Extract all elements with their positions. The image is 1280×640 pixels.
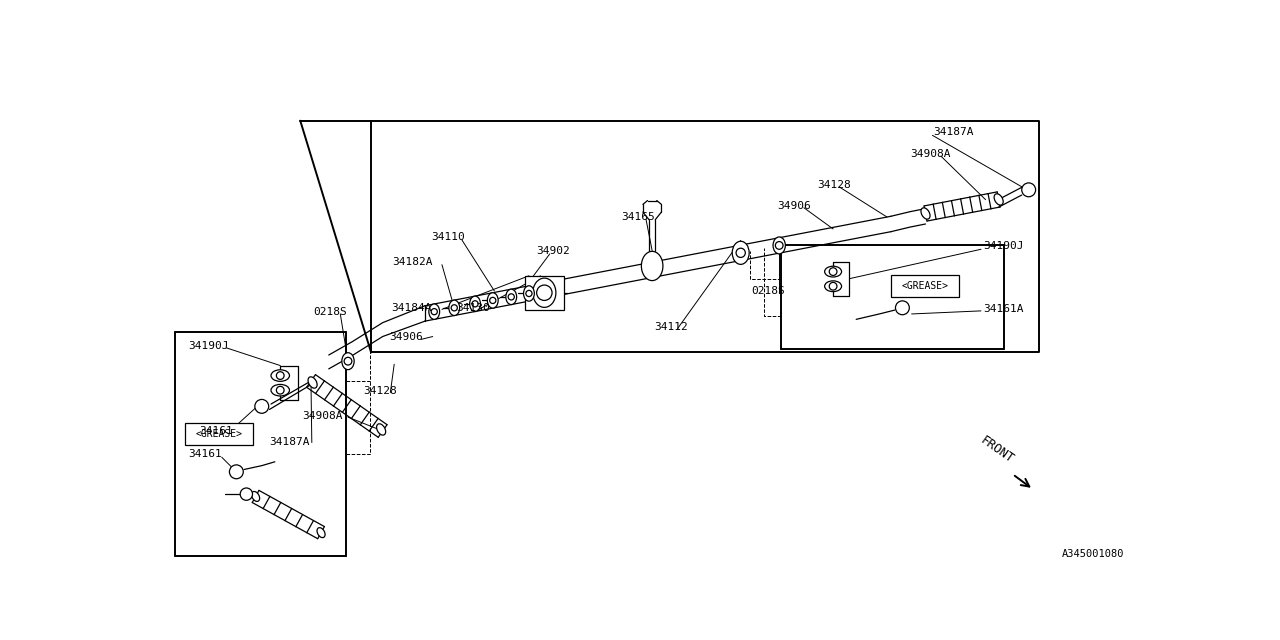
Text: 34182A: 34182A bbox=[393, 257, 433, 267]
Text: 34908A: 34908A bbox=[302, 411, 342, 420]
Circle shape bbox=[255, 399, 269, 413]
Bar bbox=[184, 423, 252, 445]
Ellipse shape bbox=[271, 385, 289, 396]
Text: 34161A: 34161A bbox=[983, 305, 1024, 314]
Text: 34184A: 34184A bbox=[392, 303, 431, 313]
Text: 34128: 34128 bbox=[818, 180, 851, 189]
Bar bbox=[525, 276, 563, 310]
Ellipse shape bbox=[995, 194, 1004, 205]
Text: 34110: 34110 bbox=[431, 232, 465, 242]
Text: 34908A: 34908A bbox=[910, 148, 951, 159]
Ellipse shape bbox=[488, 292, 498, 308]
Circle shape bbox=[896, 301, 909, 315]
Ellipse shape bbox=[317, 527, 325, 538]
Circle shape bbox=[829, 282, 837, 290]
Ellipse shape bbox=[271, 370, 289, 381]
Text: 34161: 34161 bbox=[188, 449, 221, 459]
Circle shape bbox=[508, 294, 515, 300]
Text: 34190J: 34190J bbox=[983, 241, 1024, 251]
Text: <GREASE>: <GREASE> bbox=[195, 429, 242, 439]
Ellipse shape bbox=[376, 424, 385, 435]
Ellipse shape bbox=[506, 289, 517, 305]
Circle shape bbox=[431, 308, 438, 315]
Circle shape bbox=[526, 291, 532, 296]
Ellipse shape bbox=[308, 377, 317, 388]
Circle shape bbox=[276, 387, 284, 394]
Circle shape bbox=[276, 372, 284, 380]
Circle shape bbox=[344, 357, 352, 365]
Text: 34187A: 34187A bbox=[933, 127, 974, 137]
Text: A345001080: A345001080 bbox=[1061, 549, 1124, 559]
Text: 34161: 34161 bbox=[200, 426, 233, 436]
Ellipse shape bbox=[342, 353, 355, 370]
Text: 34130: 34130 bbox=[456, 303, 489, 313]
Text: FRONT: FRONT bbox=[978, 433, 1016, 465]
Ellipse shape bbox=[429, 304, 439, 319]
Text: 34190J: 34190J bbox=[188, 341, 228, 351]
Bar bbox=[891, 275, 959, 297]
Circle shape bbox=[829, 268, 837, 275]
Text: 34165: 34165 bbox=[621, 212, 655, 222]
Ellipse shape bbox=[922, 208, 931, 219]
Circle shape bbox=[736, 248, 745, 257]
Circle shape bbox=[472, 301, 479, 307]
Ellipse shape bbox=[641, 252, 663, 280]
Ellipse shape bbox=[773, 237, 786, 254]
Ellipse shape bbox=[449, 300, 460, 316]
Circle shape bbox=[536, 285, 552, 300]
Text: 34128: 34128 bbox=[364, 386, 397, 396]
Circle shape bbox=[229, 465, 243, 479]
Text: 34906: 34906 bbox=[778, 201, 812, 211]
Text: 34902: 34902 bbox=[536, 246, 570, 256]
Circle shape bbox=[1021, 183, 1036, 196]
Text: 0218S: 0218S bbox=[751, 286, 785, 296]
Ellipse shape bbox=[532, 278, 556, 307]
Circle shape bbox=[776, 241, 783, 249]
Circle shape bbox=[241, 488, 252, 500]
Text: 34906: 34906 bbox=[389, 332, 422, 342]
Ellipse shape bbox=[732, 241, 749, 264]
Ellipse shape bbox=[824, 266, 841, 277]
Ellipse shape bbox=[252, 492, 260, 501]
Text: 0218S: 0218S bbox=[314, 307, 347, 317]
Text: 34112: 34112 bbox=[654, 322, 689, 332]
Ellipse shape bbox=[824, 281, 841, 292]
Text: <GREASE>: <GREASE> bbox=[901, 281, 948, 291]
Ellipse shape bbox=[524, 286, 534, 301]
Text: 34187A: 34187A bbox=[270, 436, 310, 447]
Circle shape bbox=[451, 305, 457, 311]
Ellipse shape bbox=[470, 296, 480, 312]
Circle shape bbox=[490, 298, 495, 303]
